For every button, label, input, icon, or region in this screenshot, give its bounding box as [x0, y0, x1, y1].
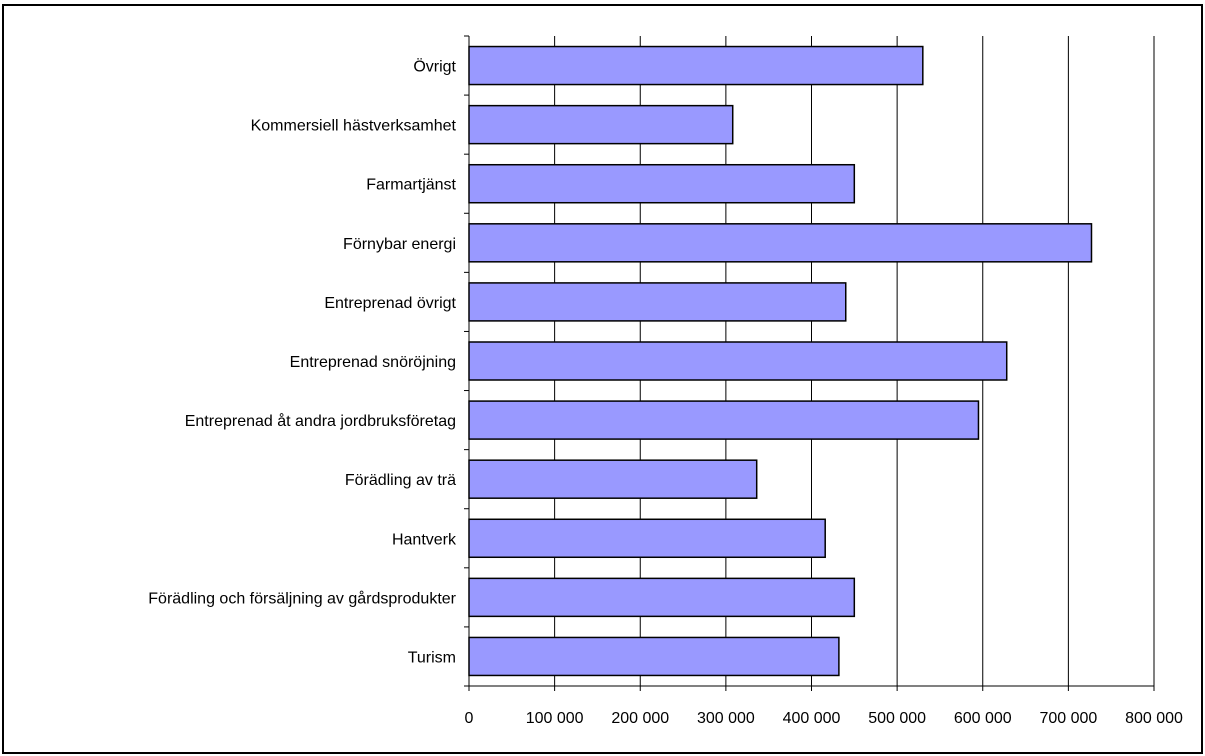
x-tick-label: 500 000 [868, 710, 926, 727]
x-tick-label: 300 000 [697, 710, 755, 727]
axes [464, 35, 1155, 691]
bar [468, 459, 758, 499]
category-label: Turism [408, 649, 456, 666]
bar [468, 518, 826, 559]
category-label: Entreprenad snöröjning [290, 354, 456, 371]
category-label: Förnybar energi [343, 236, 456, 253]
x-tick-label: 600 000 [954, 710, 1012, 727]
x-tick-label: 0 [465, 710, 474, 727]
category-label: Hantverk [392, 531, 457, 548]
chart-frame: 0 100 000 200 000 300 000 400 000 500 000 600 … [2, 4, 1203, 754]
bar [468, 400, 980, 440]
category-label: Entreprenad övrigt [324, 295, 456, 312]
bar [468, 341, 1008, 381]
bars [468, 45, 1093, 677]
x-tick-label: 200 000 [611, 710, 669, 727]
bar [468, 636, 840, 677]
bar [468, 163, 856, 204]
bar-chart: 0 100 000 200 000 300 000 400 000 500 000 600 … [148, 35, 1183, 727]
category-label: Kommersiell hästverksamhet [251, 118, 457, 135]
category-label: Förädling av trä [345, 472, 456, 489]
labels: 0 100 000 200 000 300 000 400 000 500 000 600 … [148, 58, 1183, 727]
x-tick-label: 700 000 [1039, 710, 1097, 727]
x-tick-label: 800 000 [1125, 710, 1183, 727]
x-tick-label: 100 000 [526, 710, 584, 727]
bar [468, 282, 847, 322]
bar [468, 223, 1093, 263]
bar [468, 104, 734, 145]
bar [468, 577, 856, 618]
x-tick-label: 400 000 [783, 710, 841, 727]
category-label: Förädling och försäljning av gårdsproduk… [148, 589, 456, 607]
category-label: Övrigt [413, 58, 456, 76]
category-label: Farmartjänst [366, 177, 456, 194]
bar [468, 45, 924, 86]
category-label: Entreprenad åt andra jordbruksföretag [185, 412, 456, 430]
